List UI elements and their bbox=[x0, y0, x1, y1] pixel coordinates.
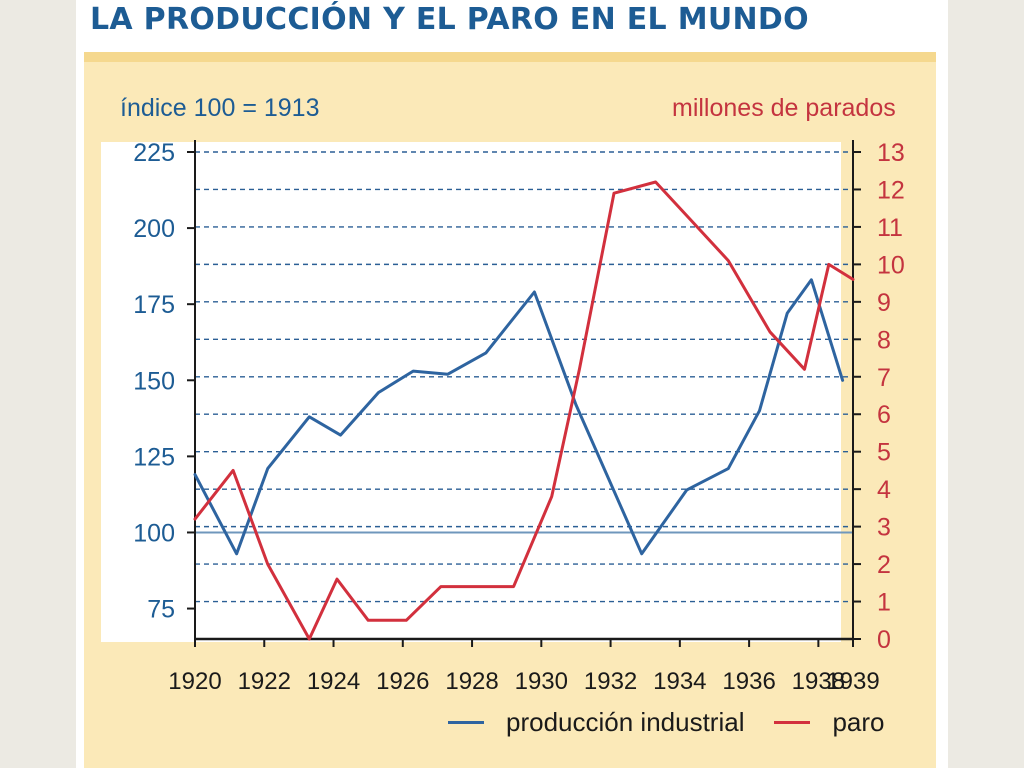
x-tick-label: 1930 bbox=[515, 668, 568, 695]
x-tick-label: 1934 bbox=[653, 668, 706, 695]
legend-label-produccion: producción industrial bbox=[506, 706, 745, 737]
right-tick-label: 7 bbox=[877, 364, 891, 392]
right-tick-label: 11 bbox=[877, 214, 903, 242]
x-tick-label: 1922 bbox=[238, 668, 291, 695]
right-axis-label: millones de parados bbox=[672, 94, 896, 122]
x-tick-label: 1938 bbox=[792, 668, 845, 695]
legend: producción industrial paro bbox=[448, 704, 885, 740]
right-tick-label: 2 bbox=[877, 551, 891, 579]
left-tick-label: 100 bbox=[133, 519, 175, 547]
series-line-produccion bbox=[193, 278, 845, 556]
x-tick-label: 1932 bbox=[584, 668, 637, 695]
right-tick-label: 6 bbox=[877, 401, 891, 429]
right-tick-label: 9 bbox=[877, 289, 891, 317]
right-tick-label: 12 bbox=[877, 176, 905, 204]
left-tick-label: 150 bbox=[133, 367, 175, 395]
series-line-paro bbox=[193, 180, 855, 641]
x-tick-label: 1928 bbox=[445, 668, 498, 695]
right-tick-label: 8 bbox=[877, 326, 891, 354]
x-tick-label: 1939 bbox=[826, 668, 879, 695]
x-tick-label: 1936 bbox=[722, 668, 775, 695]
right-tick-label: 4 bbox=[877, 476, 891, 504]
right-tick-label: 1 bbox=[877, 589, 891, 617]
panel-top-band bbox=[84, 52, 936, 62]
legend-swatch-paro bbox=[774, 720, 811, 724]
x-tick-label: 1926 bbox=[376, 668, 429, 695]
legend-swatch-produccion bbox=[448, 720, 484, 724]
left-tick-label: 125 bbox=[133, 443, 175, 471]
left-tick-label: 175 bbox=[133, 291, 175, 319]
x-tick-label: 1920 bbox=[168, 668, 221, 695]
left-axis-label: índice 100 = 1913 bbox=[120, 94, 320, 122]
chart-title: LA PRODUCCIÓN Y EL PARO EN EL MUNDO bbox=[90, 2, 809, 37]
right-tick-label: 3 bbox=[877, 514, 891, 542]
left-tick-label: 225 bbox=[133, 139, 175, 167]
right-tick-label: 10 bbox=[877, 251, 905, 279]
left-tick-label: 75 bbox=[147, 596, 175, 624]
right-tick-label: 5 bbox=[877, 439, 891, 467]
x-tick-label: 1924 bbox=[307, 668, 360, 695]
plot-area bbox=[101, 142, 841, 642]
left-tick-label: 200 bbox=[133, 215, 175, 243]
right-tick-label: 0 bbox=[877, 626, 891, 654]
right-tick-label: 13 bbox=[877, 139, 905, 167]
legend-label-paro: paro bbox=[832, 706, 885, 737]
